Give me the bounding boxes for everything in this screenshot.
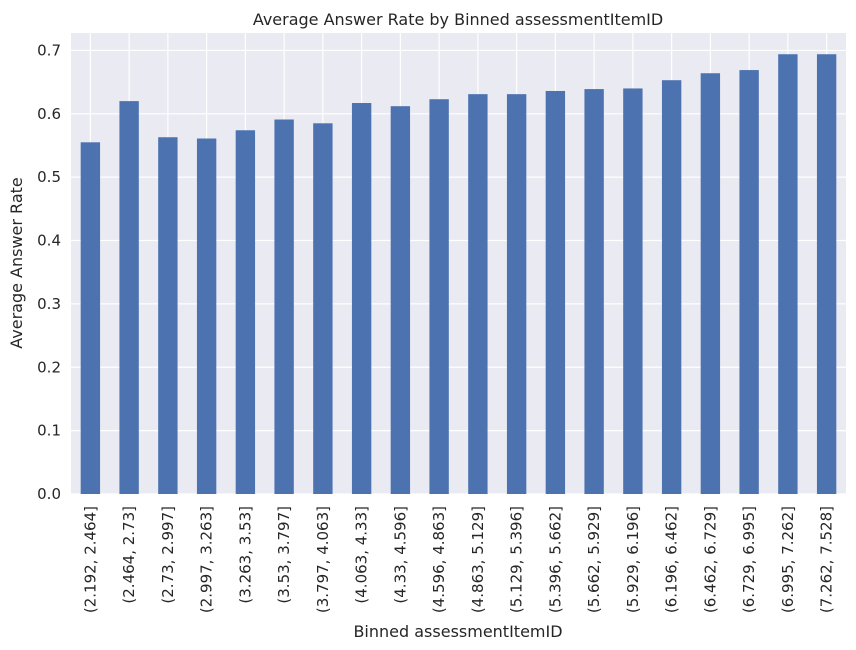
x-tick-label: (3.53, 3.797] bbox=[275, 506, 293, 604]
bar bbox=[468, 94, 488, 494]
bar bbox=[584, 89, 604, 494]
plot-area bbox=[71, 33, 846, 494]
y-tick-label: 0.4 bbox=[37, 232, 61, 250]
x-tick-label: (2.192, 2.464] bbox=[81, 506, 99, 613]
bar bbox=[506, 94, 527, 494]
bar bbox=[274, 119, 294, 494]
y-tick-label: 0.3 bbox=[37, 295, 61, 313]
x-tick-label: (3.797, 4.063] bbox=[314, 506, 332, 613]
bars bbox=[80, 54, 837, 495]
bar bbox=[739, 70, 759, 495]
bar bbox=[816, 54, 837, 494]
x-tick-label: (4.063, 4.33] bbox=[353, 506, 371, 604]
x-tick-label: (6.196, 6.462] bbox=[663, 506, 681, 613]
x-tick-label: (5.129, 5.396] bbox=[508, 506, 526, 613]
x-tick-label: (5.396, 5.662] bbox=[546, 506, 564, 613]
x-tick-label: (5.929, 6.196] bbox=[624, 506, 642, 613]
bar bbox=[623, 88, 643, 495]
x-tick-label: (5.662, 5.929] bbox=[585, 506, 603, 613]
bar bbox=[313, 123, 333, 495]
chart-title: Average Answer Rate by Binned assessment… bbox=[253, 10, 663, 29]
bar bbox=[390, 106, 411, 494]
x-tick-label: (2.997, 3.263] bbox=[198, 506, 216, 613]
y-tick-label: 0.1 bbox=[37, 422, 61, 440]
x-axis-label: Binned assessmentItemID bbox=[353, 622, 562, 641]
bar bbox=[700, 73, 721, 494]
bar bbox=[351, 103, 372, 495]
bar bbox=[80, 142, 101, 495]
bar bbox=[158, 137, 178, 494]
bar bbox=[778, 54, 798, 494]
x-tick-label: (7.262, 7.528] bbox=[818, 506, 836, 613]
y-tick-label: 0.2 bbox=[37, 358, 61, 376]
y-tick-label: 0.7 bbox=[37, 41, 61, 59]
y-tick-label: 0.0 bbox=[37, 485, 61, 503]
bar bbox=[429, 99, 449, 495]
x-tick-label: (2.464, 2.73] bbox=[120, 506, 138, 604]
bar bbox=[545, 90, 566, 494]
x-tick-label: (6.995, 7.262] bbox=[779, 506, 797, 613]
x-tick-label: (3.263, 3.53] bbox=[236, 506, 254, 604]
y-axis-label: Average Answer Rate bbox=[7, 177, 26, 349]
bar bbox=[196, 138, 217, 495]
x-tick-label: (6.462, 6.729] bbox=[701, 506, 719, 613]
x-tick-label: (4.863, 5.129] bbox=[469, 506, 487, 613]
bar bbox=[661, 80, 682, 495]
bar bbox=[119, 101, 139, 495]
bar bbox=[235, 130, 256, 494]
x-tick-label: (4.596, 4.863] bbox=[430, 506, 448, 613]
x-tick-label: (4.33, 4.596] bbox=[391, 506, 409, 604]
y-tick-label: 0.5 bbox=[37, 168, 61, 186]
x-tick-label: (2.73, 2.997] bbox=[159, 506, 177, 604]
x-axis-ticks: (2.192, 2.464] (2.464, 2.73] (2.73, 2.997]… bbox=[81, 506, 835, 613]
y-axis-ticks: 0.0 0.1 0.2 0.3 0.4 0.5 0.6 0.7 bbox=[37, 41, 61, 503]
y-tick-label: 0.6 bbox=[37, 105, 61, 123]
x-tick-label: (6.729, 6.995] bbox=[740, 506, 758, 613]
